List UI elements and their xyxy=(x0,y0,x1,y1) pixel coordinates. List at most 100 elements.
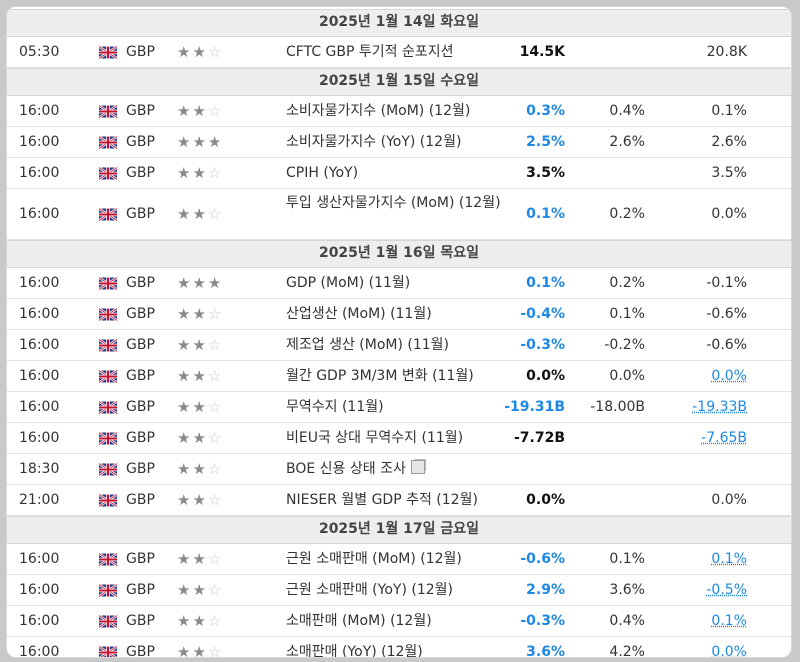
event-name-text[interactable]: 소매판매 (YoY) (12월) xyxy=(286,644,423,658)
event-name-text[interactable]: 소비자물가지수 (YoY) (12월) xyxy=(286,134,462,150)
star-filled-icon: ★ xyxy=(192,205,208,223)
event-row[interactable]: 16:00 GBP ★★☆ 월간 GDP 3M/3M 변화 (11월) 0.0% 0.0%… xyxy=(7,361,791,392)
day-header: 2025년 1월 16일 목요일 xyxy=(7,240,791,268)
event-name[interactable]: 월간 GDP 3M/3M 변화 (11월) xyxy=(286,361,501,391)
event-name-text[interactable]: GDP (MoM) (11월) xyxy=(286,275,411,291)
previous-value: -0.6% xyxy=(706,337,747,353)
star-filled-icon: ★ xyxy=(192,491,208,509)
event-name-text[interactable]: 소비자물가지수 (MoM) (12월) xyxy=(286,103,471,119)
previous-value[interactable]: -0.5% xyxy=(706,582,747,598)
previous-value[interactable]: 0.0% xyxy=(711,644,747,658)
uk-flag-icon xyxy=(98,307,118,322)
star-filled-icon: ★ xyxy=(207,274,224,292)
previous-value[interactable]: 0.0% xyxy=(711,368,747,384)
event-name-text[interactable]: 근원 소매판매 (MoM) (12월) xyxy=(286,551,462,567)
event-name-text[interactable]: NIESER 월별 GDP 추적 (12월) xyxy=(286,492,478,508)
event-name-text[interactable]: CPIH (YoY) xyxy=(286,165,359,181)
event-name-text[interactable]: 비EU국 상대 무역수지 (11월) xyxy=(286,430,464,446)
document-icon[interactable] xyxy=(410,460,425,474)
importance-stars: ★★☆ xyxy=(177,96,223,126)
currency-code: GBP xyxy=(126,582,155,598)
event-name[interactable]: 무역수지 (11월) xyxy=(286,392,501,422)
event-name[interactable]: 비EU국 상대 무역수지 (11월) xyxy=(286,423,501,453)
event-row[interactable]: 16:00 GBP ★★☆ 근원 소매판매 (MoM) (12월) -0.6% 0.1% 0… xyxy=(7,544,791,575)
uk-flag-icon xyxy=(98,614,118,629)
star-filled-icon: ★ xyxy=(192,398,208,416)
actual-value: -7.72B xyxy=(513,430,565,446)
event-name-text[interactable]: 월간 GDP 3M/3M 변화 (11월) xyxy=(286,368,474,384)
previous-value[interactable]: 0.1% xyxy=(711,613,747,629)
event-name[interactable]: 소매판매 (YoY) (12월) xyxy=(286,637,501,658)
previous-value[interactable]: -19.33B xyxy=(692,399,747,415)
currency-code: GBP xyxy=(126,306,155,322)
previous-value: 2.6% xyxy=(711,134,747,150)
event-row[interactable]: 16:00 GBP ★★☆ 소매판매 (MoM) (12월) -0.3% 0.4% 0.1% xyxy=(7,606,791,637)
event-row[interactable]: 16:00 GBP ★★☆ 제조업 생산 (MoM) (11월) -0.3% -0.2% -… xyxy=(7,330,791,361)
event-name[interactable]: GDP (MoM) (11월) xyxy=(286,268,501,298)
event-name[interactable]: BOE 신용 상태 조사 xyxy=(286,454,501,484)
star-filled-icon: ★ xyxy=(192,429,208,447)
actual-value: 0.1% xyxy=(526,275,565,291)
currency-code: GBP xyxy=(126,337,155,353)
event-name-text[interactable]: 제조업 생산 (MoM) (11월) xyxy=(286,337,450,353)
event-row[interactable]: 05:30 GBP ★★☆ CFTC GBP 투기적 순포지션 14.5K 20.8K xyxy=(7,37,791,68)
event-name-text[interactable]: 투입 생산자물가지수 (MoM) (12월) xyxy=(286,195,501,211)
event-row[interactable]: 16:00 GBP ★★☆ 투입 생산자물가지수 (MoM) (12월) 0.1% 0.2… xyxy=(7,189,791,240)
calendar-table: 2025년 1월 14일 화요일 05:30 GBP ★★☆ CFTC GBP 투기적 … xyxy=(7,9,791,658)
importance-stars: ★★☆ xyxy=(177,454,223,484)
star-empty-icon: ☆ xyxy=(207,164,224,182)
uk-flag-icon xyxy=(98,338,118,353)
event-row[interactable]: 16:00 GBP ★★★ 소비자물가지수 (YoY) (12월) 2.5% 2.6% 2.… xyxy=(7,127,791,158)
event-time: 16:00 xyxy=(19,644,60,658)
event-name-text[interactable]: 무역수지 (11월) xyxy=(286,399,384,415)
event-row[interactable]: 16:00 GBP ★★☆ CPIH (YoY) 3.5% 3.5% xyxy=(7,158,791,189)
event-name[interactable]: 소매판매 (MoM) (12월) xyxy=(286,606,501,636)
event-name-text[interactable]: BOE 신용 상태 조사 xyxy=(286,461,406,477)
event-row[interactable]: 18:30 GBP ★★☆ BOE 신용 상태 조사 xyxy=(7,454,791,485)
event-name[interactable]: 산업생산 (MoM) (11월) xyxy=(286,299,501,329)
previous-value[interactable]: -7.65B xyxy=(701,430,747,446)
star-empty-icon: ☆ xyxy=(207,102,224,120)
importance-stars: ★★☆ xyxy=(177,158,223,188)
event-name[interactable]: CFTC GBP 투기적 순포지션 xyxy=(286,37,501,67)
previous-value: 0.0% xyxy=(711,206,747,222)
event-name[interactable]: CPIH (YoY) xyxy=(286,158,501,188)
star-filled-icon: ★ xyxy=(177,164,193,182)
event-time: 16:00 xyxy=(19,337,60,353)
event-row[interactable]: 16:00 GBP ★★☆ 비EU국 상대 무역수지 (11월) -7.72B -7.65… xyxy=(7,423,791,454)
previous-value[interactable]: 0.1% xyxy=(711,551,747,567)
event-row[interactable]: 16:00 GBP ★★☆ 근원 소매판매 (YoY) (12월) 2.9% 3.6% -0… xyxy=(7,575,791,606)
actual-value: 3.6% xyxy=(526,644,565,658)
event-row[interactable]: 16:00 GBP ★★★ GDP (MoM) (11월) 0.1% 0.2% -0.1% xyxy=(7,268,791,299)
event-row[interactable]: 16:00 GBP ★★☆ 무역수지 (11월) -19.31B -18.00B -19.3… xyxy=(7,392,791,423)
event-name[interactable]: 제조업 생산 (MoM) (11월) xyxy=(286,330,501,360)
importance-stars: ★★☆ xyxy=(177,423,223,453)
event-name[interactable]: 소비자물가지수 (YoY) (12월) xyxy=(286,127,501,157)
actual-value: -0.3% xyxy=(520,337,565,353)
currency-code: GBP xyxy=(126,461,155,477)
event-name[interactable]: 근원 소매판매 (YoY) (12월) xyxy=(286,575,501,605)
event-name[interactable]: 근원 소매판매 (MoM) (12월) xyxy=(286,544,501,574)
event-name-text[interactable]: CFTC GBP 투기적 순포지션 xyxy=(286,44,454,60)
event-row[interactable]: 21:00 GBP ★★☆ NIESER 월별 GDP 추적 (12월) 0.0% 0.0… xyxy=(7,485,791,516)
star-filled-icon: ★ xyxy=(192,305,208,323)
star-filled-icon: ★ xyxy=(177,491,193,509)
uk-flag-icon xyxy=(98,369,118,384)
event-name[interactable]: NIESER 월별 GDP 추적 (12월) xyxy=(286,485,501,515)
event-name-text[interactable]: 산업생산 (MoM) (11월) xyxy=(286,306,432,322)
star-filled-icon: ★ xyxy=(207,133,224,151)
actual-value: -0.4% xyxy=(520,306,565,322)
actual-value: 0.3% xyxy=(526,103,565,119)
event-time: 16:00 xyxy=(19,134,60,150)
event-row[interactable]: 16:00 GBP ★★☆ 산업생산 (MoM) (11월) -0.4% 0.1% -0.6… xyxy=(7,299,791,330)
event-name-text[interactable]: 근원 소매판매 (YoY) (12월) xyxy=(286,582,453,598)
event-row[interactable]: 16:00 GBP ★★☆ 소매판매 (YoY) (12월) 3.6% 4.2% 0.0% xyxy=(7,637,791,658)
event-name-text[interactable]: 소매판매 (MoM) (12월) xyxy=(286,613,432,629)
event-row[interactable]: 16:00 GBP ★★☆ 소비자물가지수 (MoM) (12월) 0.3% 0.4% 0.… xyxy=(7,96,791,127)
star-filled-icon: ★ xyxy=(177,205,193,223)
event-name[interactable]: 소비자물가지수 (MoM) (12월) xyxy=(286,96,501,126)
uk-flag-icon xyxy=(98,166,118,181)
event-name[interactable]: 투입 생산자물가지수 (MoM) (12월) xyxy=(286,192,501,214)
actual-value: -19.31B xyxy=(504,399,565,415)
star-empty-icon: ☆ xyxy=(207,581,224,599)
